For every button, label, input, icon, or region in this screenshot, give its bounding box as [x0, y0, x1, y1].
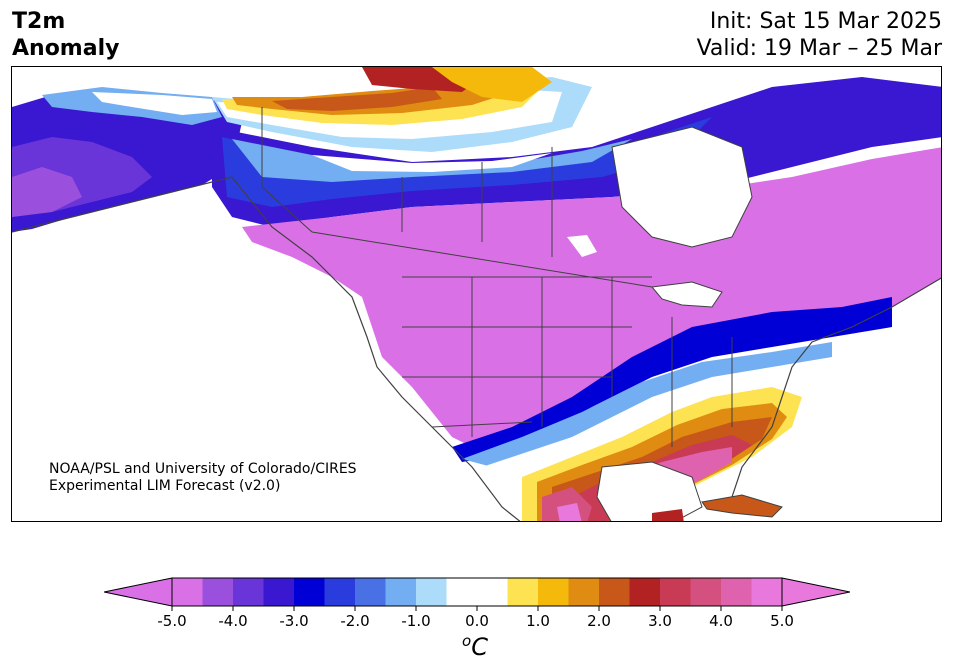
colorbar-segment — [385, 578, 417, 606]
colorbar-tick-label: 0.0 — [465, 612, 489, 630]
color-legend — [104, 577, 850, 611]
credit-line-1: NOAA/PSL and University of Colorado/CIRE… — [49, 461, 357, 477]
map-title: T2m Anomaly — [12, 8, 119, 62]
title-line-1: T2m — [12, 9, 66, 34]
west-coastline — [12, 176, 521, 521]
canada-neutral-band — [312, 153, 552, 172]
colorbar-tick-label: -1.0 — [401, 612, 431, 630]
colorbar-segment — [233, 578, 264, 606]
colorbar-unit: oC — [462, 632, 488, 661]
colorbar-tick-label: -3.0 — [279, 612, 309, 630]
forecast-credit: NOAA/PSL and University of Colorado/CIRE… — [49, 461, 357, 495]
credit-line-2: Experimental LIM Forecast (v2.0) — [49, 478, 281, 494]
arctic-island-orange — [432, 67, 552, 102]
colorbar-segment — [202, 578, 234, 606]
colorbar-segment — [263, 578, 295, 606]
colorbar-segment — [324, 578, 356, 606]
canadian-lake — [567, 235, 597, 257]
colorbar-tick-label: -4.0 — [218, 612, 248, 630]
colorbar-segment — [568, 578, 600, 606]
colorbar-tick-label: 4.0 — [709, 612, 733, 630]
great-lakes — [651, 281, 723, 308]
texas-hottest — [557, 503, 582, 521]
colorbar-tick-label: 1.0 — [526, 612, 550, 630]
colorbar-tick-label: -2.0 — [340, 612, 370, 630]
init-date: Init: Sat 15 Mar 2025 — [709, 9, 942, 34]
colorbar-segment — [416, 578, 447, 606]
unit-celsius: C — [471, 633, 488, 661]
map-canvas — [12, 67, 941, 521]
texas-hot-core — [542, 487, 592, 521]
east-coastline — [711, 277, 941, 508]
canada-light-blue — [232, 139, 632, 182]
colorbar-segment — [355, 578, 386, 606]
canada-blue-band — [222, 117, 712, 207]
unit-degree: o — [462, 632, 472, 650]
gulf-of-mexico — [596, 461, 703, 521]
anomaly-map — [11, 66, 942, 522]
southeast-blue-edge — [462, 342, 832, 467]
colorbar-segment — [538, 578, 569, 606]
colorbar-extend-high — [781, 577, 850, 607]
colorbar-tick-label: 5.0 — [770, 612, 794, 630]
colorbar-segment — [629, 578, 661, 606]
colorbar-segment — [751, 578, 783, 606]
colorbar-tick-label: 3.0 — [648, 612, 672, 630]
colorbar-segment — [172, 578, 203, 606]
political-borders — [261, 107, 733, 447]
alaska-neutral-band — [92, 92, 217, 115]
colorbar-segment — [599, 578, 630, 606]
colorbar-segment — [446, 578, 478, 606]
title-line-2: Anomaly — [12, 36, 120, 61]
arctic-red-core — [272, 87, 442, 111]
colorbar-tick-label: -5.0 — [157, 612, 187, 630]
hudson-bay — [611, 126, 753, 248]
cuba-warm — [701, 494, 783, 518]
colorbar-segment — [721, 578, 752, 606]
colorbar-extend-low — [104, 577, 173, 607]
colorbar-segment — [477, 578, 508, 606]
forecast-dates: Init: Sat 15 Mar 2025 Valid: 19 Mar – 25… — [697, 8, 942, 62]
colorbar-segment — [690, 578, 722, 606]
colorbar-segment — [660, 578, 691, 606]
colorbar-segment — [507, 578, 539, 606]
mexico-warm — [652, 509, 684, 521]
alaska-west-coast — [12, 167, 82, 217]
valid-date: Valid: 19 Mar – 25 Mar — [696, 36, 942, 61]
colorbar-segment — [294, 578, 325, 606]
southeast-neutral-band — [482, 377, 802, 475]
continental-cold-region — [242, 147, 941, 447]
colorbar-tick-label: 2.0 — [587, 612, 611, 630]
